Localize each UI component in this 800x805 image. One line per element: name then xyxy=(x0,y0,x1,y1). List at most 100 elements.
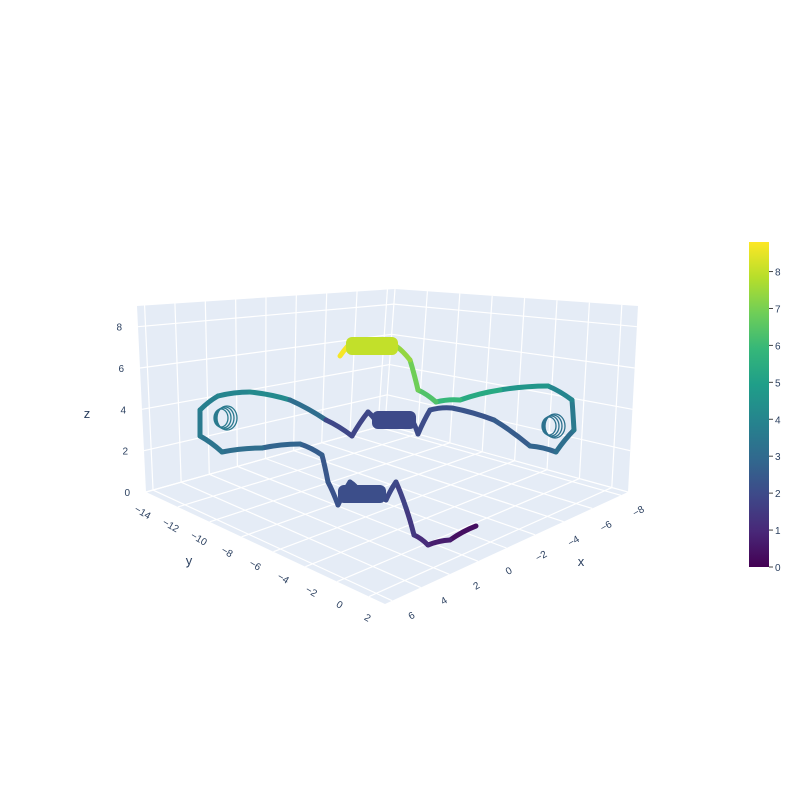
right-wall-grid-x xyxy=(384,288,396,426)
floor-grid-y xyxy=(237,465,479,562)
colorbar-gradient xyxy=(749,242,769,567)
left-wall-grid-z xyxy=(141,363,390,410)
y-tick-label: −8 xyxy=(219,545,235,560)
ribbon-coil xyxy=(544,413,566,439)
floor-grid-y xyxy=(321,442,564,523)
z-tick-label: 2 xyxy=(122,447,128,458)
ribbon-segment xyxy=(449,405,497,423)
ribbon-segment xyxy=(287,397,329,423)
ribbon-segment xyxy=(491,417,533,449)
floor-grid-y xyxy=(349,434,593,510)
y-tick-label: −2 xyxy=(303,585,319,600)
floor-grid-x xyxy=(368,486,613,598)
x-tick-label: −4 xyxy=(566,534,582,549)
floor-grid-y xyxy=(265,457,507,549)
ribbon-segment xyxy=(433,397,463,405)
data-ribbon xyxy=(197,337,577,548)
ribbon-segment xyxy=(457,387,503,403)
right-wall-grid-x xyxy=(481,295,493,452)
ribbon-segment xyxy=(569,397,577,433)
y-tick-label: 2 xyxy=(362,612,373,625)
floor-grid-x xyxy=(336,478,580,583)
floor-pane xyxy=(146,425,628,604)
right-wall-grid-z xyxy=(391,333,635,369)
ribbon-coil xyxy=(215,406,235,430)
ribbon-segment xyxy=(323,417,355,439)
ribbon-segment xyxy=(427,405,455,413)
left-wall-grid-y xyxy=(143,305,154,491)
colorbar-tick-label: 1 xyxy=(775,526,781,537)
left-wall-grid-y xyxy=(174,303,182,483)
colorbar-tick-label: 7 xyxy=(775,304,781,315)
left-wall-grid-y xyxy=(293,295,297,451)
left-wall-grid-y xyxy=(235,299,238,467)
floor-grid-y xyxy=(152,489,393,602)
ribbon-barrel xyxy=(338,485,386,503)
y-tick-label: −6 xyxy=(247,558,263,573)
z-tick-label: 4 xyxy=(120,405,126,416)
left-wall-grid-y xyxy=(377,289,389,428)
y-tick-label: 0 xyxy=(334,599,345,612)
grid-lines xyxy=(137,288,637,602)
z-axis-title: z xyxy=(84,406,91,421)
right-wall-grid-z xyxy=(393,303,637,328)
floor-grid-y xyxy=(293,450,536,536)
right-wall-grid-x xyxy=(416,291,428,434)
right-wall-grid-z xyxy=(384,424,629,493)
right-wall-grid-x xyxy=(449,293,461,443)
x-tick-label: 2 xyxy=(472,580,483,593)
y-tick-label: −10 xyxy=(188,530,209,548)
ribbon-segment xyxy=(247,389,293,403)
colorbar-tick-label: 3 xyxy=(775,452,781,463)
colorbar-tick-label: 4 xyxy=(775,415,781,426)
x-tick-label: −8 xyxy=(631,504,647,519)
colorbar-tick-label: 0 xyxy=(775,563,781,574)
left-wall-grid-z xyxy=(137,303,394,328)
y-tick-label: −4 xyxy=(275,571,291,586)
ribbon-segment xyxy=(447,523,479,543)
y-axis-title: y xyxy=(186,553,193,568)
z-tick-label: 6 xyxy=(118,364,124,375)
x-tick-label: 6 xyxy=(407,610,418,623)
ribbon-segment xyxy=(215,389,253,399)
floor-grid-x xyxy=(305,469,548,568)
colorbar-tick-label: 2 xyxy=(775,489,781,500)
floor-grid-y xyxy=(209,473,450,575)
left-wall-grid-z xyxy=(143,394,388,452)
colorbar-tick-label: 5 xyxy=(775,378,781,389)
floor-grid-y xyxy=(377,426,622,496)
ribbon-coil xyxy=(216,405,238,431)
tick-labels: 0 2 4 6 8 −14 −12 −10 −8 −6 −4 −2 0 2 −8 −6 −4 −2 0 2 4 6 xyxy=(116,323,646,625)
x-tick-label: 0 xyxy=(504,565,515,578)
z-tick-label: 0 xyxy=(124,488,130,499)
ribbon-coil xyxy=(542,415,560,437)
x-tick-label: −6 xyxy=(599,519,615,534)
colorbar: 0 1 2 3 4 5 6 7 8 xyxy=(749,242,781,574)
colorbar-ticks: 0 1 2 3 4 5 6 7 8 xyxy=(769,268,781,574)
floor-grid-x xyxy=(273,460,515,553)
y-tick-label: −12 xyxy=(160,517,181,535)
x-axis-title: x xyxy=(578,554,585,569)
floor-grid-y xyxy=(180,481,421,589)
left-wall-grid-y xyxy=(264,297,267,459)
ribbon-segment xyxy=(259,441,303,451)
right-wall-grid-x xyxy=(578,302,590,479)
z-tick-label: 8 xyxy=(116,323,122,334)
y-tick-label: −14 xyxy=(132,504,153,522)
left-wall-grid-y xyxy=(204,301,210,475)
ribbon-coil xyxy=(543,414,563,438)
colorbar-tick-label: 8 xyxy=(775,268,781,279)
right-wall-grid-x xyxy=(546,300,558,470)
floor-grid-x xyxy=(177,433,418,508)
ribbon-coil xyxy=(214,407,232,429)
colorbar-tick-label: 6 xyxy=(775,341,781,352)
x-tick-label: −2 xyxy=(534,549,550,564)
right-wall-grid-z xyxy=(387,394,631,452)
ribbon-barrel xyxy=(372,411,416,429)
right-wall-grid-x xyxy=(611,304,623,488)
axis-panes xyxy=(137,289,638,604)
x-tick-label: 4 xyxy=(439,595,450,608)
left-wall-grid-y xyxy=(349,291,358,435)
